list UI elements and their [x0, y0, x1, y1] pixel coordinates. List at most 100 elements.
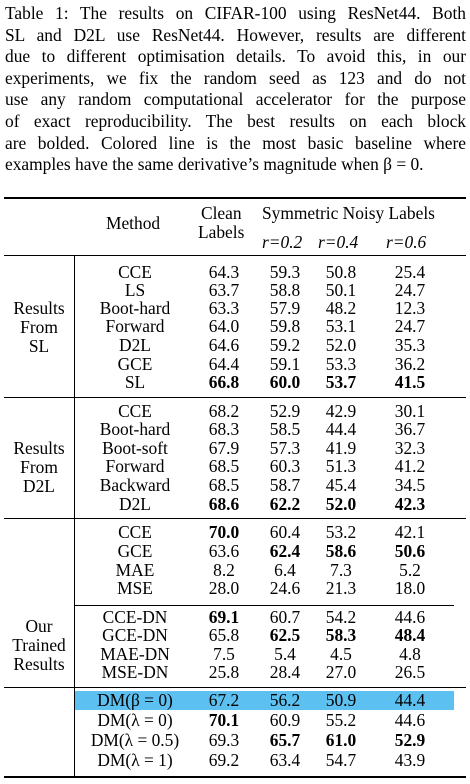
table-row: MAE-DN 7.5 5.4 4.5 4.8 [0, 645, 470, 664]
r04-cell: 55.2 [325, 710, 357, 730]
r02-cell: 59.3 [269, 262, 301, 282]
block-separator [4, 518, 466, 519]
table-row: D2L 64.6 59.2 52.0 35.3 [0, 336, 470, 355]
r04-cell: 44.4 [325, 419, 357, 439]
method-cell: DM(β = 0) [97, 690, 173, 710]
r06-cell: 50.6 [394, 541, 426, 561]
method-cell: MAE [115, 560, 155, 580]
header-clean-labels: Labels [198, 222, 245, 242]
r04-cell: 48.2 [325, 298, 357, 318]
clean-cell: 64.0 [208, 316, 240, 336]
r02-cell: 56.2 [269, 690, 301, 710]
clean-cell: 63.6 [208, 541, 240, 561]
clean-cell: 7.5 [213, 644, 235, 664]
method-cell: Boot-soft [102, 438, 168, 458]
r02-cell: 65.7 [269, 730, 301, 750]
r04-cell: 45.4 [325, 475, 357, 495]
table-row: Forward 64.0 59.8 53.1 24.7 [0, 317, 470, 336]
r02-cell: 62.5 [269, 625, 301, 645]
r02-cell: 28.4 [269, 662, 301, 682]
caption-line: use any random computational accelerator… [5, 89, 466, 110]
r06-cell: 18.0 [394, 578, 426, 598]
table-row: DM(λ = 0) 70.1 60.9 55.2 44.6 [0, 711, 470, 730]
clean-cell: 28.0 [208, 578, 240, 598]
r04-cell: 52.0 [325, 494, 357, 514]
table-row: Backward 68.5 58.7 45.4 34.5 [0, 476, 470, 495]
r02-cell: 58.7 [269, 475, 301, 495]
block-separator [4, 687, 466, 688]
method-cell: SL [124, 372, 146, 392]
r02-cell: 59.1 [269, 354, 301, 374]
header-r02: r=0.2 [262, 232, 303, 252]
group-label-line: From [20, 457, 58, 477]
clean-cell: 64.3 [208, 262, 240, 282]
table-row: Boot-soft 67.9 57.3 41.9 32.3 [0, 439, 470, 458]
r02-cell: 57.3 [269, 438, 301, 458]
r04-cell: 50.1 [325, 280, 357, 300]
r02-cell: 60.0 [269, 372, 301, 392]
r02-cell: 63.4 [269, 750, 301, 770]
r04-cell: 58.3 [325, 625, 357, 645]
r02-cell: 62.4 [269, 541, 301, 561]
r06-cell: 42.3 [394, 494, 426, 514]
method-cell: MSE [117, 578, 153, 598]
baseline-row: DM(β = 0) 67.2 56.2 50.9 44.4 [0, 691, 470, 710]
method-cell: DM(λ = 0.5) [90, 730, 180, 750]
r02-cell: 62.2 [269, 494, 301, 514]
caption-line: due to different optimisation details. T… [5, 46, 466, 67]
clean-cell: 68.3 [208, 419, 240, 439]
r04-cell: 51.3 [325, 456, 357, 476]
r06-cell: 34.5 [394, 475, 426, 495]
r04-cell: 41.9 [325, 438, 357, 458]
r04-cell: 7.3 [330, 560, 352, 580]
r04-cell: 21.3 [325, 578, 357, 598]
group-label-line: Trained [12, 635, 66, 655]
r06-cell: 42.1 [394, 522, 426, 542]
r06-cell: 36.2 [394, 354, 426, 374]
r02-cell: 24.6 [269, 578, 301, 598]
table-row: Forward 68.5 60.3 51.3 41.2 [0, 457, 470, 476]
r04-cell: 53.7 [325, 372, 357, 392]
header-r04: r=0.4 [318, 232, 359, 252]
table-row: CCE-DN 69.1 60.7 54.2 44.6 [0, 608, 470, 627]
table-caption: Table 1: The results on CIFAR-100 using … [5, 3, 466, 176]
r02-cell: 60.7 [269, 607, 301, 627]
group-label-line: Results [13, 438, 65, 458]
r06-cell: 12.3 [394, 298, 426, 318]
r02-cell: 52.9 [269, 401, 301, 421]
r02-cell: 58.5 [269, 419, 301, 439]
header-symmetric-noisy-labels: Symmetric Noisy Labels [262, 203, 435, 223]
block-separator [4, 397, 466, 398]
r06-cell: 24.7 [394, 316, 426, 336]
r06-cell: 30.1 [394, 401, 426, 421]
r02-cell: 60.3 [269, 456, 301, 476]
r02-cell: 57.9 [269, 298, 301, 318]
group-label-sl: Results From SL [4, 299, 74, 356]
clean-cell: 25.8 [208, 662, 240, 682]
clean-cell: 69.1 [208, 607, 240, 627]
r06-cell: 44.6 [394, 710, 426, 730]
subblock-separator [74, 605, 454, 606]
clean-cell: 70.0 [208, 522, 240, 542]
r06-cell: 44.4 [394, 690, 426, 710]
table-row: Boot-hard 63.3 57.9 48.2 12.3 [0, 299, 470, 318]
table-row: CCE 70.0 60.4 53.2 42.1 [0, 523, 470, 542]
table-bottom-rule [4, 776, 466, 778]
table-row: LS 63.7 58.8 50.1 24.7 [0, 281, 470, 300]
method-cell: Boot-hard [99, 298, 171, 318]
clean-cell: 63.7 [208, 280, 240, 300]
caption-line: examples have the same derivative’s magn… [5, 154, 424, 175]
caption-line: experiments, we fix the random seed as 1… [5, 67, 466, 88]
table-row: GCE 64.4 59.1 53.3 36.2 [0, 355, 470, 374]
method-cell: GCE [117, 541, 153, 561]
group-label-line: SL [28, 336, 50, 356]
r04-cell: 53.1 [325, 316, 357, 336]
r04-cell: 54.2 [325, 607, 357, 627]
table-row: MSE-DN 25.8 28.4 27.0 26.5 [0, 663, 470, 682]
clean-cell: 8.2 [213, 560, 235, 580]
r04-cell: 27.0 [325, 662, 357, 682]
group-label-line: From [20, 317, 58, 337]
r06-cell: 41.2 [394, 456, 426, 476]
r04-cell: 54.7 [325, 750, 357, 770]
group-label-line: Our [25, 616, 53, 636]
